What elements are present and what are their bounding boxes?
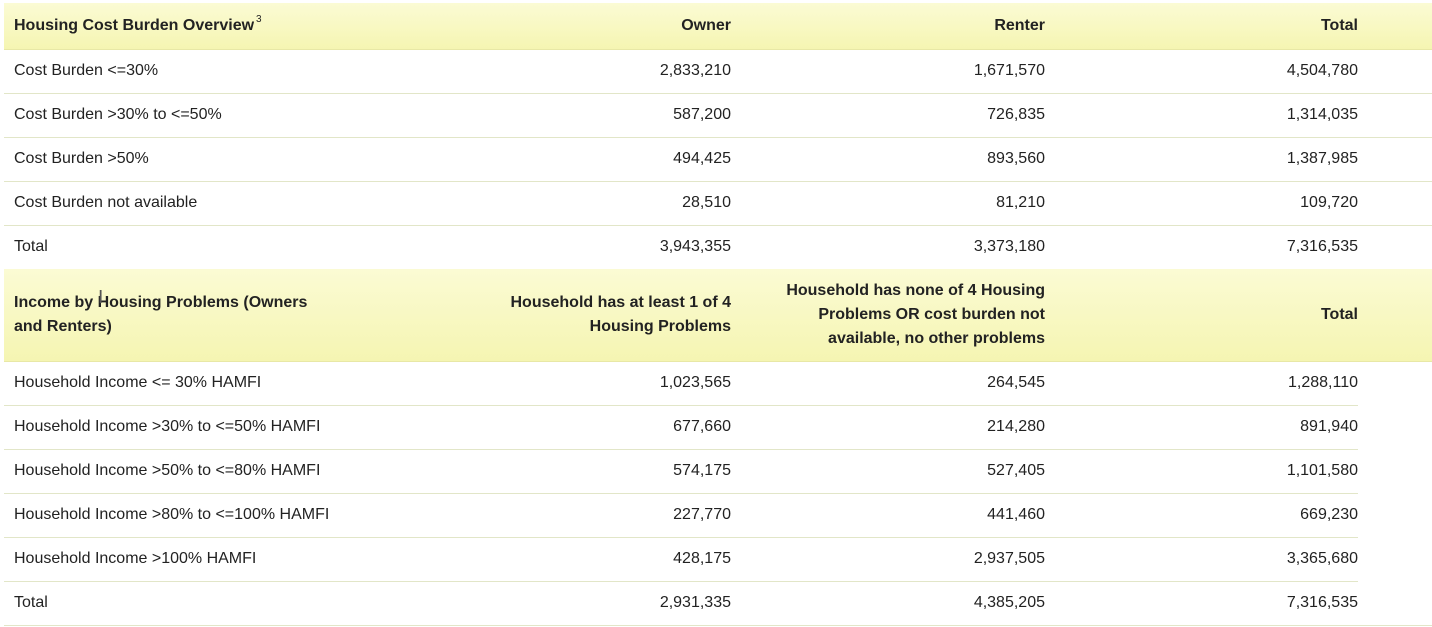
total-value: 1,387,985 xyxy=(1045,137,1358,182)
row-spacer xyxy=(1358,405,1432,449)
has-problems-value: 2,931,335 xyxy=(354,581,731,626)
total-row: Total 3,943,355 3,373,180 7,316,535 xyxy=(4,225,1432,270)
has-problems-value: 1,023,565 xyxy=(354,361,731,406)
row-spacer xyxy=(1358,49,1432,94)
row-spacer xyxy=(1358,449,1432,493)
table-row: Cost Burden >50% 494,425 893,560 1,387,9… xyxy=(4,137,1432,182)
has-problems-value: 677,660 xyxy=(354,405,731,450)
renter-value: 893,560 xyxy=(731,137,1045,182)
row-label: Household Income >80% to <=100% HAMFI xyxy=(4,493,354,538)
total-value: 1,314,035 xyxy=(1045,93,1358,138)
table-row: Household Income >50% to <=80% HAMFI 574… xyxy=(4,449,1432,494)
text-cursor-icon: Ⅰ xyxy=(98,287,104,308)
owner-value: 3,943,355 xyxy=(354,225,731,270)
renter-value: 3,373,180 xyxy=(731,225,1045,270)
row-label: Total xyxy=(4,581,354,626)
no-problems-value: 527,405 xyxy=(731,449,1045,494)
cost-burden-table: Housing Cost Burden Overview 3 Owner Rent… xyxy=(4,3,1432,270)
no-problems-value: 214,280 xyxy=(731,405,1045,450)
row-label: Household Income >30% to <=50% HAMFI xyxy=(4,405,354,450)
total-value: 669,230 xyxy=(1045,493,1358,538)
row-label: Total xyxy=(4,225,354,270)
table-row: Household Income >100% HAMFI 428,175 2,9… xyxy=(4,537,1432,582)
owner-value: 587,200 xyxy=(354,93,731,138)
owner-value: 494,425 xyxy=(354,137,731,182)
renter-column-header: Renter xyxy=(731,3,1045,50)
income-housing-problems-table: Income by Housing Problems (Owners and R… xyxy=(4,269,1432,626)
renter-value: 726,835 xyxy=(731,93,1045,138)
renter-value: 1,671,570 xyxy=(731,49,1045,94)
row-spacer xyxy=(1358,493,1432,537)
total-value: 891,940 xyxy=(1045,405,1358,450)
no-problems-value: 4,385,205 xyxy=(731,581,1045,626)
row-label: Cost Burden <=30% xyxy=(4,49,354,94)
renter-value: 81,210 xyxy=(731,181,1045,226)
table-row: Household Income <= 30% HAMFI 1,023,565 … xyxy=(4,361,1432,406)
owner-value: 28,510 xyxy=(354,181,731,226)
has-problems-column-header: Household has at least 1 of 4 Housing Pr… xyxy=(354,269,731,362)
row-label: Household Income >50% to <=80% HAMFI xyxy=(4,449,354,494)
row-label: Household Income <= 30% HAMFI xyxy=(4,361,354,406)
cost-burden-header-row: Housing Cost Burden Overview 3 Owner Rent… xyxy=(4,3,1432,50)
has-problems-value: 574,175 xyxy=(354,449,731,494)
income-problems-header-row: Income by Housing Problems (Owners and R… xyxy=(4,269,1432,362)
row-label: Cost Burden >30% to <=50% xyxy=(4,93,354,138)
row-spacer xyxy=(1358,581,1432,626)
total-value: 109,720 xyxy=(1045,181,1358,226)
income-problems-title: Income by Housing Problems (Owners and R… xyxy=(4,269,354,362)
total-column-header: Total xyxy=(1045,269,1358,362)
header-spacer xyxy=(1358,3,1432,50)
owner-column-header: Owner xyxy=(354,3,731,50)
header-spacer xyxy=(1358,269,1432,362)
row-label: Cost Burden >50% xyxy=(4,137,354,182)
table-row: Cost Burden <=30% 2,833,210 1,671,570 4,… xyxy=(4,49,1432,94)
total-value: 4,504,780 xyxy=(1045,49,1358,94)
total-column-header: Total xyxy=(1045,3,1358,50)
row-label: Cost Burden not available xyxy=(4,181,354,226)
no-problems-column-header: Household has none of 4 Housing Problems… xyxy=(731,269,1045,362)
no-problems-value: 264,545 xyxy=(731,361,1045,406)
table-row: Household Income >80% to <=100% HAMFI 22… xyxy=(4,493,1432,538)
owner-value: 2,833,210 xyxy=(354,49,731,94)
row-spacer xyxy=(1358,181,1432,226)
total-row: Total 2,931,335 4,385,205 7,316,535 xyxy=(4,581,1432,626)
total-value: 1,288,110 xyxy=(1045,361,1358,406)
table-row: Cost Burden not available 28,510 81,210 … xyxy=(4,181,1432,226)
row-spacer xyxy=(1358,537,1432,581)
row-spacer xyxy=(1358,361,1432,405)
no-problems-value: 2,937,505 xyxy=(731,537,1045,582)
has-problems-value: 227,770 xyxy=(354,493,731,538)
row-spacer xyxy=(1358,93,1432,138)
total-value: 3,365,680 xyxy=(1045,537,1358,582)
has-problems-value: 428,175 xyxy=(354,537,731,582)
table-row: Household Income >30% to <=50% HAMFI 677… xyxy=(4,405,1432,450)
total-value: 7,316,535 xyxy=(1045,225,1358,270)
total-value: 7,316,535 xyxy=(1045,581,1358,626)
cost-burden-title: Housing Cost Burden Overview 3 xyxy=(4,3,354,50)
footnote-superscript[interactable]: 3 xyxy=(256,13,262,25)
row-spacer xyxy=(1358,137,1432,182)
total-value: 1,101,580 xyxy=(1045,449,1358,494)
no-problems-value: 441,460 xyxy=(731,493,1045,538)
table-row: Cost Burden >30% to <=50% 587,200 726,83… xyxy=(4,93,1432,138)
row-label: Household Income >100% HAMFI xyxy=(4,537,354,582)
row-spacer xyxy=(1358,225,1432,270)
